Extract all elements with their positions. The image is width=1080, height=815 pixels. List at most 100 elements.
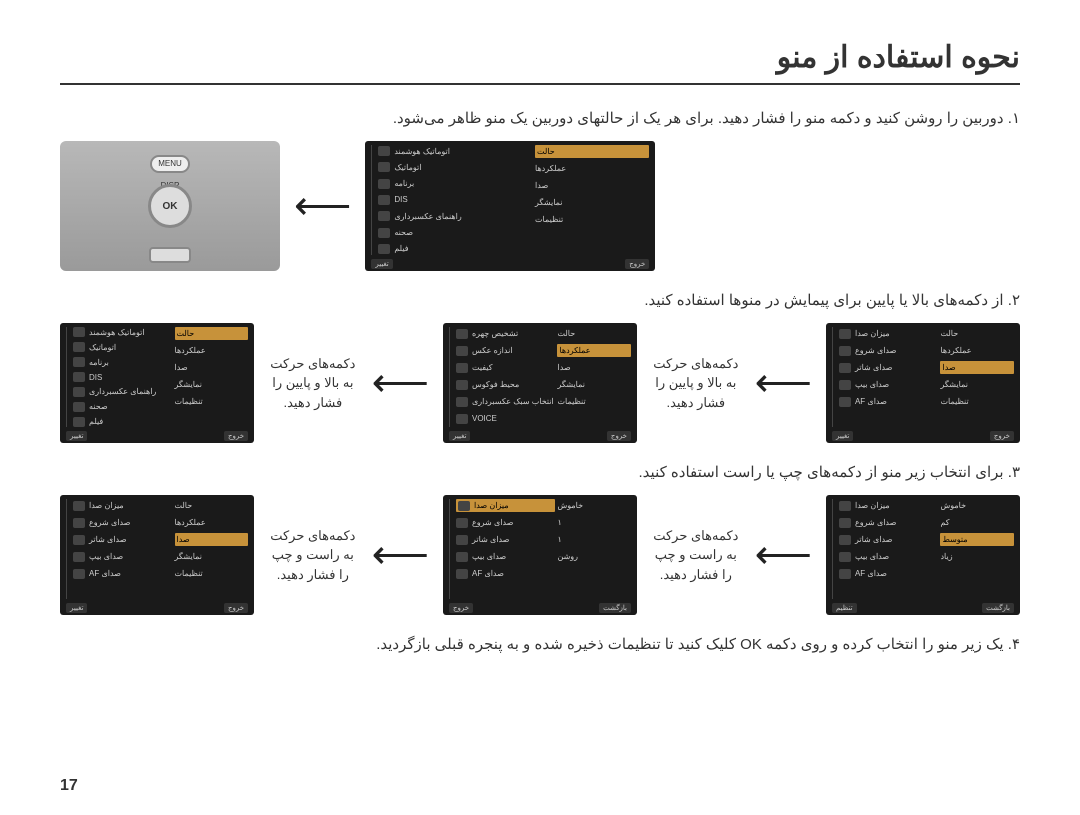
menu-item: حالت — [535, 145, 649, 158]
menu-item: اتوماتیک — [378, 161, 533, 173]
menu-item-icon — [839, 380, 851, 390]
menu-item-label: اتوماتیک — [89, 343, 116, 352]
menu-item: عملکردها — [557, 344, 631, 357]
menu-item-label: صدای AF — [472, 569, 504, 578]
camera-back-illustration: MENU DISP OK — [60, 141, 280, 271]
menu-item-icon — [73, 402, 85, 412]
screen-2b: حالتعملکردهاصدانمایشگرتنظیماتتشخیص چهرها… — [443, 323, 637, 443]
menu-item-label: DIS — [89, 373, 102, 382]
menu-item: عملکردها — [940, 344, 1014, 357]
menu-item-label: فیلم — [89, 417, 103, 426]
menu-item-icon — [378, 146, 390, 156]
screen-footer: تغییرخروج — [832, 431, 1014, 441]
menu-item: صدای شاتر — [73, 533, 173, 546]
menu-item-icon — [378, 211, 390, 221]
screen-2a: حالتعملکردهاصدانمایشگرتنظیماتاتوماتیک هو… — [60, 323, 254, 443]
menu-item: متوسط — [940, 533, 1014, 546]
step-3-row: حالتعملکردهاصدانمایشگرتنظیماتمیزان صداصد… — [60, 495, 1020, 615]
step-1-text: ۱. دوربین را روشن کنید و دکمه منو را فشا… — [60, 109, 1020, 127]
menu-item-label: صدای AF — [855, 397, 887, 406]
menu-item: عملکردها — [175, 516, 249, 529]
menu-item: ۱ — [557, 516, 631, 529]
menu-item: صدای بیپ — [839, 550, 939, 563]
menu-item-label: صدای بیپ — [472, 552, 506, 561]
menu-item: صدای شاتر — [456, 533, 556, 546]
instruction-leftright-2: دکمه‌های حرکت به راست و چپ را فشار دهید. — [651, 526, 741, 585]
page-title: نحوه استفاده از منو — [60, 40, 1020, 75]
menu-item: تنظیمات — [535, 213, 649, 226]
menu-item-label: صدای بیپ — [855, 380, 889, 389]
menu-item: انتخاب سبک عکسبرداری — [456, 395, 556, 408]
menu-item: DIS — [73, 372, 173, 383]
menu-item: میزان صدا — [839, 327, 939, 340]
camera-ok-button: OK — [148, 184, 192, 228]
menu-item-icon — [378, 162, 390, 172]
menu-item: عملکردها — [175, 344, 249, 357]
menu-item: صدای شروع — [839, 516, 939, 529]
menu-item: صدای AF — [456, 567, 556, 580]
menu-item: میزان صدا — [839, 499, 939, 512]
menu-item-label: صحنه — [89, 402, 108, 411]
menu-item: تنظیمات — [175, 395, 249, 408]
screen-footer: خروجبازگشت — [449, 603, 631, 613]
arrow-left-icon: ⟵ — [294, 186, 351, 226]
menu-item-icon — [839, 552, 851, 562]
menu-item-icon — [456, 380, 468, 390]
menu-item: صدا — [175, 361, 249, 374]
menu-item: کیفیت — [456, 361, 556, 374]
menu-item: صحنه — [73, 401, 173, 412]
menu-item: ۱ — [557, 533, 631, 546]
menu-item-label: DIS — [394, 195, 407, 204]
menu-item-label: صدای شاتر — [89, 535, 126, 544]
menu-item-label: برنامه — [394, 179, 414, 188]
menu-item-icon — [456, 397, 468, 407]
menu-item-icon — [839, 569, 851, 579]
menu-item-label: اتوماتیک — [394, 163, 421, 172]
menu-item-label: صدای شروع — [89, 518, 130, 527]
menu-item-icon — [456, 414, 468, 424]
menu-item: حالت — [940, 327, 1014, 340]
camera-menu-button: MENU — [150, 155, 190, 173]
menu-item-label: صدای شاتر — [472, 535, 509, 544]
menu-item-label: صدای بیپ — [855, 552, 889, 561]
menu-item-icon — [456, 363, 468, 373]
menu-item-label: راهنمای عکسبرداری — [394, 212, 461, 221]
menu-item: صدا — [557, 361, 631, 374]
menu-item: تنظیمات — [175, 567, 249, 580]
menu-item: زیاد — [940, 550, 1014, 563]
menu-item-label: صدای شاتر — [855, 363, 892, 372]
menu-item-label: راهنمای عکسبرداری — [89, 387, 156, 396]
menu-item: DIS — [378, 194, 533, 206]
menu-item: صدای شاتر — [839, 533, 939, 546]
menu-item: صدا — [175, 533, 249, 546]
menu-item: صدای AF — [839, 395, 939, 408]
menu-item-icon — [839, 329, 851, 339]
instruction-leftright-1: دکمه‌های حرکت به راست و چپ را فشار دهید. — [268, 526, 358, 585]
menu-item: راهنمای عکسبرداری — [378, 210, 533, 222]
menu-item: نمایشگر — [175, 550, 249, 563]
menu-item-label: میزان صدا — [474, 501, 509, 510]
screen-footer: تغییرخروج — [371, 259, 649, 269]
menu-item-icon — [839, 397, 851, 407]
menu-item: برنامه — [73, 357, 173, 368]
menu-item-icon — [73, 327, 85, 337]
menu-item-label: اتوماتیک هوشمند — [394, 147, 450, 156]
menu-item: میزان صدا — [73, 499, 173, 512]
menu-item: نمایشگر — [535, 196, 649, 209]
screen-3b: خاموش۱۱روشنمیزان صداصدای شروعصدای شاترصد… — [443, 495, 637, 615]
menu-item-label: کیفیت — [472, 363, 493, 372]
menu-item-label: صدای شروع — [855, 346, 896, 355]
menu-item: صدای شاتر — [839, 361, 939, 374]
menu-item-icon — [458, 501, 470, 511]
menu-item-label: محیط فوکوس — [472, 380, 519, 389]
menu-item-icon — [839, 346, 851, 356]
menu-item: اندازه عکس — [456, 344, 556, 357]
menu-item: صدای بیپ — [839, 378, 939, 391]
menu-item: صدا — [535, 179, 649, 192]
screen-2c: حالتعملکردهاصدانمایشگرتنظیماتمیزان صداصد… — [826, 323, 1020, 443]
menu-item: صدای AF — [839, 567, 939, 580]
menu-item-icon — [456, 535, 468, 545]
arrow-left-icon: ⟵ — [755, 363, 812, 403]
menu-item: برنامه — [378, 178, 533, 190]
arrow-left-icon: ⟵ — [755, 535, 812, 575]
